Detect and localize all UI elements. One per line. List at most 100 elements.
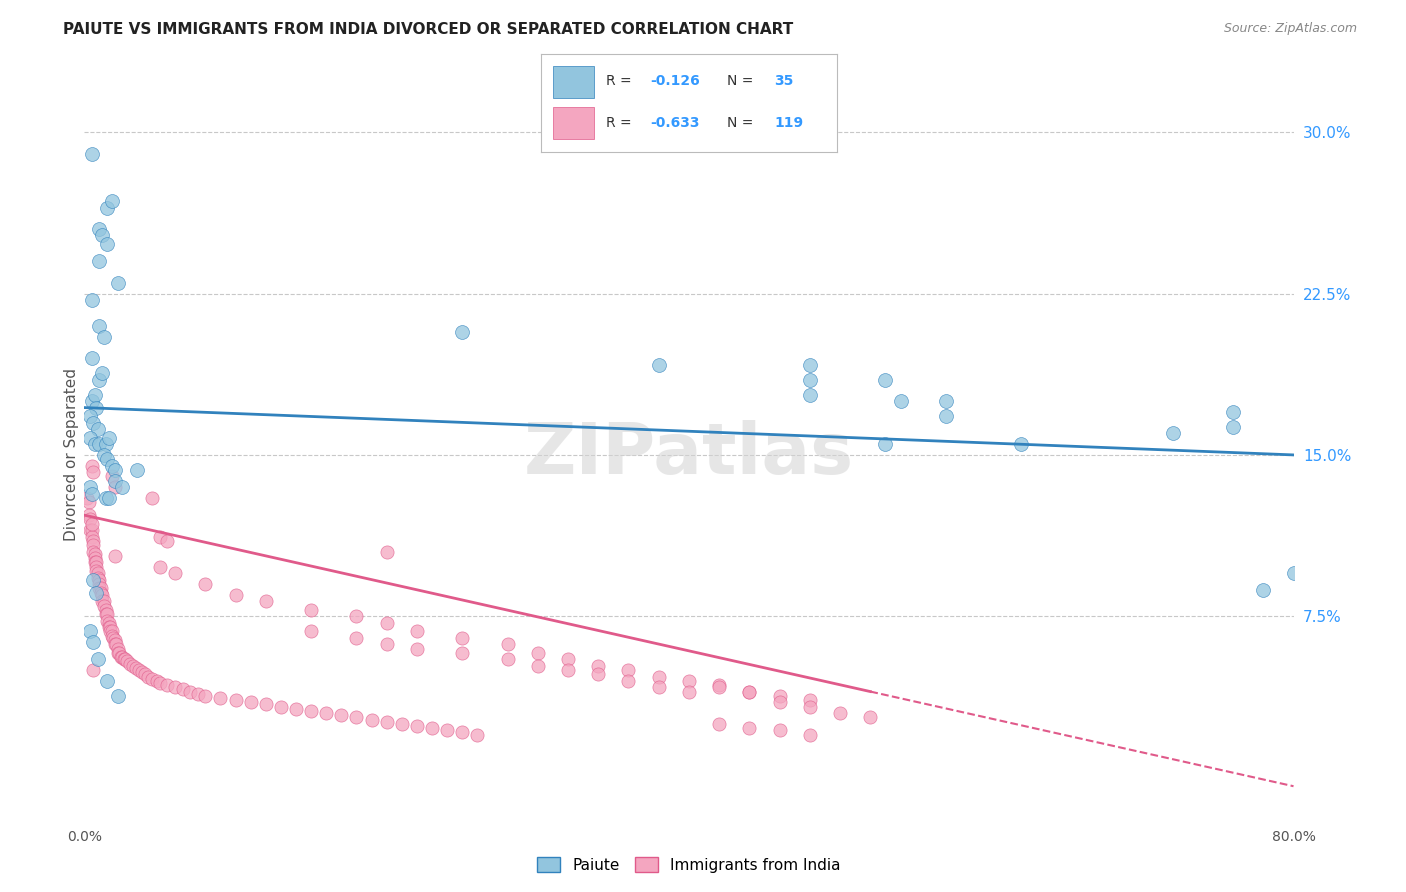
Point [678,684,700,698]
Point [375,637,398,651]
Point [96,237,118,252]
Point [111,650,134,665]
Point [420,721,443,735]
Point [285,702,308,716]
Point [79,431,101,445]
Y-axis label: Divorced or Separated: Divorced or Separated [63,368,79,541]
Point [451,326,474,340]
Point [86,564,108,578]
Point [80,351,103,365]
Point [738,684,761,698]
Point [82,635,104,649]
Point [96,201,118,215]
Point [94,607,117,621]
Point [91,594,114,608]
Point [77,495,100,509]
Point [799,728,821,742]
Point [709,716,731,731]
Point [127,463,149,477]
Point [87,422,110,436]
Point [97,491,120,505]
Point [96,614,118,628]
Point [225,588,247,602]
Point [406,624,429,639]
Point [678,673,700,688]
Point [79,624,101,639]
Point [80,486,103,500]
Point [98,620,121,634]
Point [209,691,232,706]
Point [1161,426,1184,441]
FancyBboxPatch shape [553,108,595,139]
Point [79,512,101,526]
Point [467,728,489,742]
Point [87,652,110,666]
Point [80,458,103,473]
Point [194,577,217,591]
Point [179,684,201,698]
Point [496,637,519,651]
Point [1282,566,1305,581]
Point [96,452,118,467]
Point [114,652,136,666]
Point [107,646,129,660]
Point [875,373,897,387]
Text: N =: N = [727,75,758,88]
Point [346,631,368,645]
Point [82,465,104,479]
Point [86,585,108,599]
Point [769,695,792,709]
Point [104,632,127,647]
Point [375,615,398,630]
Point [82,663,104,677]
Point [94,437,117,451]
Point [648,358,671,372]
Point [82,533,104,548]
Text: Source: ZipAtlas.com: Source: ZipAtlas.com [1223,22,1357,36]
Point [141,672,163,686]
Point [89,222,111,236]
Point [100,194,122,208]
Text: PAIUTE VS IMMIGRANTS FROM INDIA DIVORCED OR SEPARATED CORRELATION CHART: PAIUTE VS IMMIGRANTS FROM INDIA DIVORCED… [63,22,793,37]
Point [146,673,169,688]
Point [104,480,127,494]
Point [330,708,353,723]
Point [90,585,112,599]
Point [96,673,118,688]
Point [799,699,821,714]
Point [375,545,398,559]
Point [105,637,128,651]
Point [1011,437,1033,451]
Point [225,693,247,707]
Point [104,463,127,477]
Point [80,394,103,409]
Point [875,437,897,451]
Point [149,530,172,544]
Point [156,678,179,692]
Point [89,573,111,587]
Point [391,716,413,731]
Point [84,556,107,570]
Point [82,416,104,430]
Point [1253,583,1275,598]
Point [76,491,98,505]
Point [451,725,474,739]
Point [406,641,429,656]
Point [118,657,141,671]
Point [588,667,610,681]
Point [96,607,118,621]
Point [799,693,821,707]
Point [239,695,262,709]
Point [935,409,957,424]
Point [859,710,882,724]
Point [90,582,112,596]
Point [87,566,110,581]
FancyBboxPatch shape [553,66,595,98]
Point [84,387,107,401]
Point [134,667,156,681]
Point [107,689,129,703]
Point [89,254,111,268]
Point [1222,420,1244,434]
Point [128,663,150,677]
Point [375,714,398,729]
